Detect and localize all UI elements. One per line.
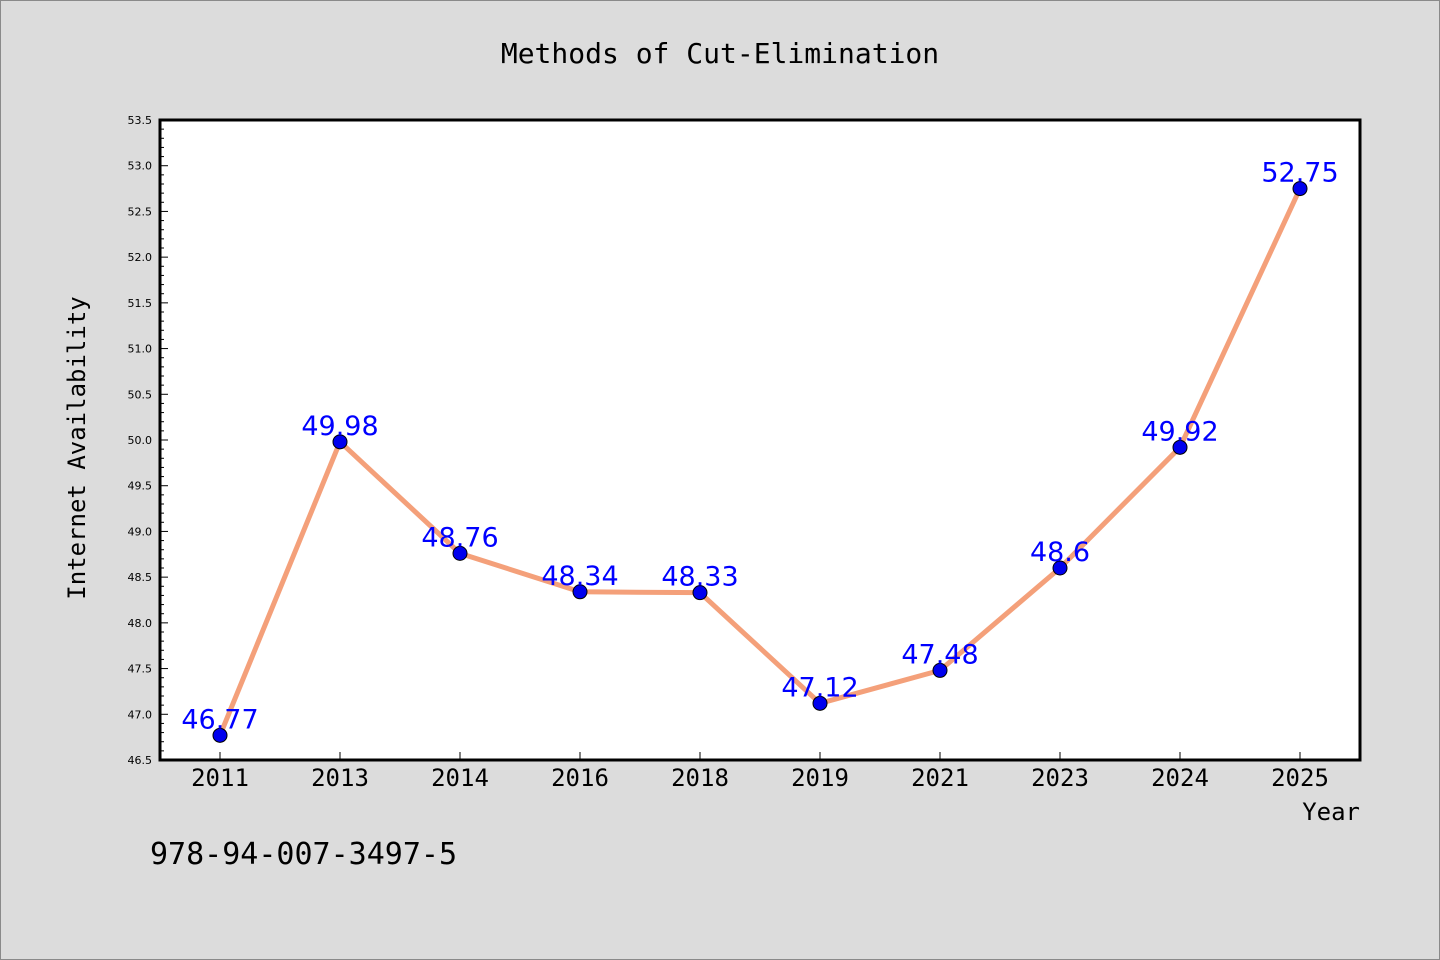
chart-title: Methods of Cut-Elimination [501, 37, 939, 70]
y-tick-label: 49.5 [128, 480, 153, 493]
x-axis-tick-labels: 2011 2013 2014 2016 2018 2019 2021 2023 2024 2025 [191, 764, 1329, 792]
data-label: 48.6 [1030, 537, 1090, 568]
data-point [212, 727, 228, 743]
data-label: 47.48 [901, 639, 978, 670]
x-tick-label: 2019 [791, 764, 849, 792]
data-point [1172, 439, 1188, 455]
y-tick-label: 50.5 [128, 388, 153, 401]
data-point [572, 584, 588, 600]
x-tick-label: 2018 [671, 764, 729, 792]
x-tick-label: 2021 [911, 764, 969, 792]
x-tick-label: 2013 [311, 764, 369, 792]
x-tick-label: 2024 [1151, 764, 1209, 792]
y-tick-label: 46.5 [128, 754, 153, 767]
data-point [332, 434, 348, 450]
data-label: 48.33 [661, 562, 738, 593]
data-point [692, 585, 708, 601]
y-axis-tick-labels: 46.5 47.0 47.5 48.0 48.5 49.0 49.5 50.0 50.5 51.0… [128, 114, 153, 767]
y-tick-label: 52.0 [128, 251, 153, 264]
y-tick-label: 52.5 [128, 205, 153, 218]
data-point [932, 662, 948, 678]
y-tick-label: 51.0 [128, 343, 153, 356]
x-tick-label: 2014 [431, 764, 489, 792]
isbn-text: 978-94-007-3497-5 [150, 837, 457, 872]
data-label: 48.34 [541, 561, 618, 592]
data-point [1052, 560, 1068, 576]
data-label: 52.75 [1261, 158, 1338, 189]
y-tick-label: 47.0 [128, 708, 153, 721]
data-labels: 46.77 49.98 48.76 48.34 48.33 47.12 47.48 48.6 4… [181, 158, 1338, 736]
y-tick-label: 47.5 [128, 663, 153, 676]
y-tick-label: 49.0 [128, 525, 153, 538]
x-tick-label: 2011 [191, 764, 249, 792]
x-tick-label: 2025 [1271, 764, 1329, 792]
plot-area [160, 120, 1360, 760]
data-label: 49.98 [301, 411, 378, 442]
data-label: 48.76 [421, 522, 498, 553]
y-tick-label: 48.0 [128, 617, 153, 630]
plot-frame [158, 118, 1362, 762]
y-tick-label: 53.0 [128, 160, 153, 173]
y-tick-label: 53.5 [128, 114, 153, 127]
data-point [812, 695, 828, 711]
data-label: 47.12 [781, 672, 858, 703]
x-tick-label: 2016 [551, 764, 609, 792]
y-tick-label: 50.0 [128, 434, 153, 447]
y-tick-label: 51.5 [128, 297, 153, 310]
data-point [452, 545, 468, 561]
series-line [217, 186, 1303, 738]
data-label: 49.92 [1141, 416, 1218, 447]
y-axis-label: Internet Availability [63, 296, 91, 599]
data-label: 46.77 [181, 704, 258, 735]
data-markers [212, 181, 1308, 743]
y-tick-label: 48.5 [128, 571, 153, 584]
x-tick-label: 2023 [1031, 764, 1089, 792]
data-point [1292, 181, 1308, 197]
x-axis-label: Year [1302, 798, 1360, 826]
